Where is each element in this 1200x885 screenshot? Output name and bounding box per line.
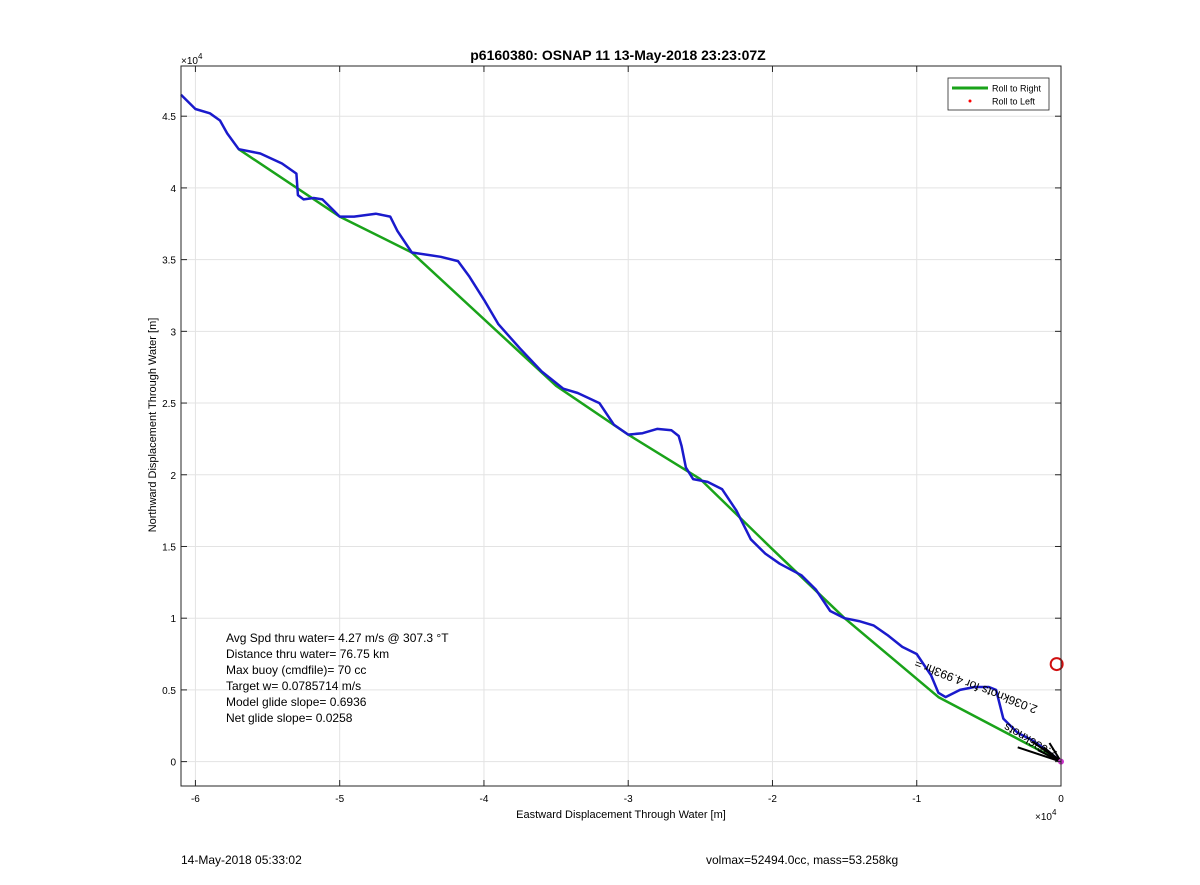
stats-line: Net glide slope= 0.0258: [226, 711, 353, 725]
y-tick-label: 4: [170, 184, 176, 195]
y-tick-label: 0.5: [162, 686, 176, 697]
series-layer: [180, 93, 1062, 763]
legend-box: [947, 77, 1050, 111]
x-tick-label: -4: [479, 794, 488, 805]
x-tick-label: -6: [191, 794, 200, 805]
y-exponent-label: ×104: [181, 52, 203, 67]
stats-line: Model glide slope= 0.6936: [226, 695, 367, 709]
y-tick-label: 0: [170, 758, 176, 769]
x-tick-label: -2: [768, 794, 777, 805]
legend-label: Roll to Right: [992, 84, 1042, 94]
x-axis-label: Eastward Displacement Through Water [m]: [516, 809, 726, 821]
stats-line: Avg Spd thru water= 4.27 m/s @ 307.3 °T: [226, 631, 449, 645]
current-arrow: [1043, 746, 1062, 763]
x-exponent-label: ×104: [1035, 808, 1057, 823]
plot-frame: [180, 65, 1062, 787]
x-tick-label: 0: [1058, 794, 1064, 805]
footer-timestamp: 14-May-2018 05:33:02: [181, 853, 302, 867]
y-tick-label: 4.5: [162, 112, 176, 123]
series-line-1: [180, 93, 1062, 763]
x-tick-label: -1: [912, 794, 921, 805]
stats-line: Max buoy (cmdfile)= 70 cc: [226, 663, 366, 677]
y-tick-label: 1.5: [162, 542, 176, 553]
ticks: -6 -5 -4 -3 -2 -1 0 0 0.5 1 1.5 2 2.5 3 3.5 4 4.5: [162, 66, 1064, 805]
x-tick-label: -3: [624, 794, 633, 805]
footer-volmax: volmax=52494.0cc, mass=53.258kg: [706, 853, 899, 867]
red-circle-marker: [1049, 657, 1064, 672]
series-line-0: [238, 148, 1062, 763]
grid: [181, 66, 1062, 786]
current-arrow: [1048, 742, 1062, 763]
y-tick-label: 2.5: [162, 399, 176, 410]
y-tick-label: 1: [170, 614, 176, 625]
stats-line: Target w= 0.0785714 m/s: [226, 679, 361, 693]
current-arrow: [1017, 746, 1062, 763]
glide-rate-label-overlap: 2.036knots: [1001, 720, 1059, 761]
y-tick-label: 2: [170, 471, 176, 482]
legend: Roll to Right Roll to Left: [947, 77, 1050, 111]
legend-label: Roll to Left: [992, 97, 1036, 107]
chart-title: p6160380: OSNAP 11 13-May-2018 23:23:07Z: [470, 47, 766, 63]
y-tick-label: 3: [170, 327, 176, 338]
stats-line: Distance thru water= 76.75 km: [226, 647, 389, 661]
legend-swatch-dot: [968, 99, 972, 103]
x-tick-label: -5: [335, 794, 344, 805]
y-tick-label: 3.5: [162, 256, 176, 267]
y-axis-label: Northward Displacement Through Water [m]: [147, 318, 159, 533]
glide-rate-label: 2.036knots for 4.993hr =: [912, 657, 1039, 717]
